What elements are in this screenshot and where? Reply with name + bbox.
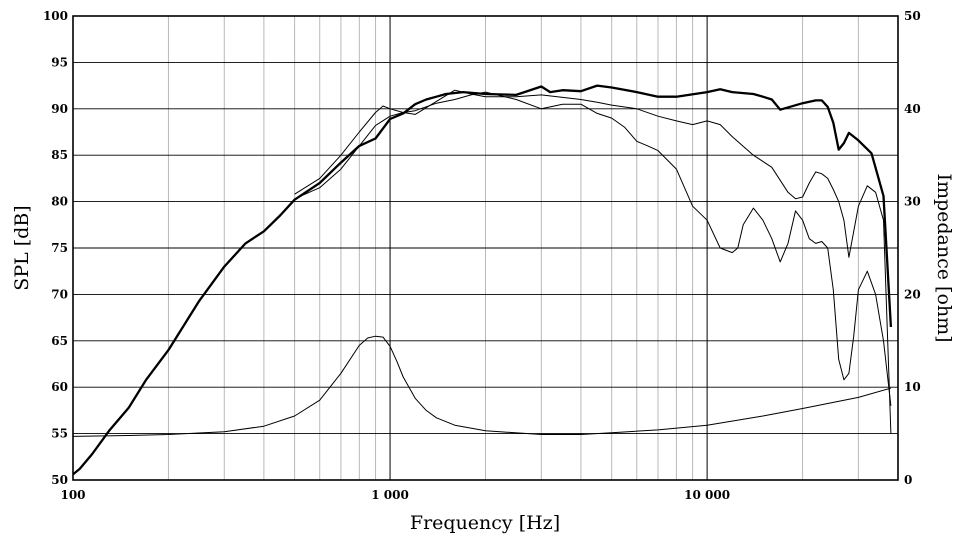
y2-tick-label: 10 [904,380,921,394]
y-tick-label: 90 [51,102,68,116]
series-line-1 [72,84,893,476]
y2-tick-label: 40 [904,102,921,116]
x-tick-labels: 100 1 000 10 000 [60,488,730,502]
y-tick-label: 50 [51,473,68,487]
y-tick-label: 80 [51,195,68,209]
y-tick-label: 75 [51,241,68,255]
x-axis-title: Frequency [Hz] [410,512,560,534]
y2-tick-label: 30 [904,195,921,209]
y-axis-title: SPL [dB] [11,205,33,290]
y2-tick-label: 0 [904,473,912,487]
y-tick-label: 55 [51,427,68,441]
y-tick-label: 70 [51,287,68,301]
y2-tick-label: 20 [904,287,921,301]
left-tick-labels: 50 55 60 65 70 75 80 85 90 95 100 [43,9,68,487]
y-tick-label: 100 [43,9,68,23]
y-tick-label: 60 [51,380,68,394]
series-layer [72,84,893,476]
series-line-2 [294,89,892,434]
y2-tick-label: 50 [904,9,921,23]
right-tick-labels: 0 10 20 30 40 50 [904,9,921,487]
y-tick-label: 95 [51,55,68,69]
x-tick-label: 10 000 [684,488,730,502]
y-tick-label: 65 [51,334,68,348]
x-tick-label: 1 000 [371,488,409,502]
x-tick-label: 100 [60,488,85,502]
series-line-4 [72,335,892,437]
series-line-3 [294,91,892,406]
major-gridlines [73,16,898,480]
y2-axis-title: Impedance [ohm] [933,173,955,342]
plot-frame [72,15,899,481]
y-tick-label: 85 [51,148,68,162]
